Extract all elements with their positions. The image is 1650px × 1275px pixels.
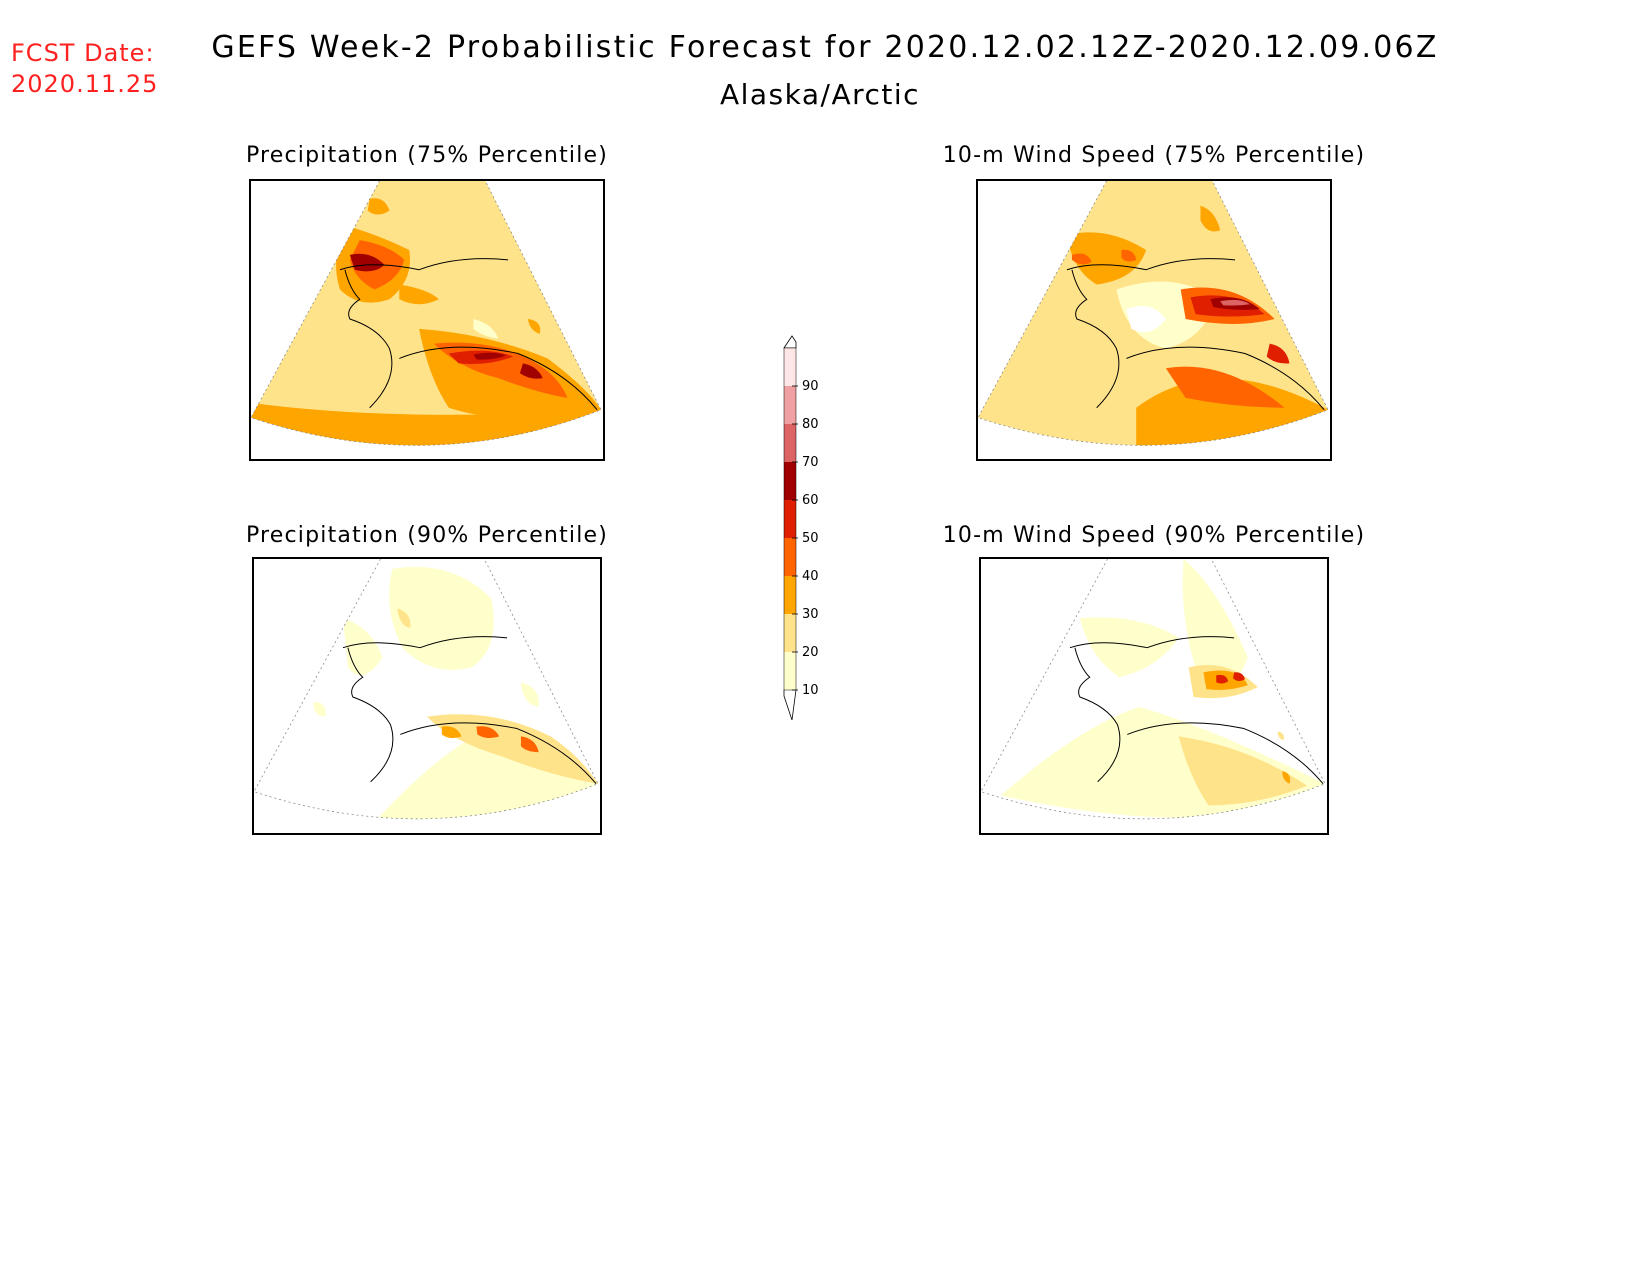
colorbar-tick-label: 50 xyxy=(802,531,819,546)
colorbar-tick-label: 10 xyxy=(802,683,819,698)
colorbar-tick-label: 60 xyxy=(802,493,819,508)
colorbar-top-cap xyxy=(783,335,797,349)
colorbar-tick-label: 20 xyxy=(802,645,819,660)
fcst-date-caption: FCST Date: xyxy=(11,39,155,67)
colorbar-legend: 10 20 30 40 50 60 70 80 90 xyxy=(780,330,860,750)
map-wind-75 xyxy=(976,179,1332,461)
colorbar-tick-label: 40 xyxy=(802,569,819,584)
colorbar-tick-label: 70 xyxy=(802,455,819,470)
colorbar-swatch xyxy=(784,652,796,690)
colorbar-swatch xyxy=(784,386,796,424)
page-title: GEFS Week-2 Probabilistic Forecast for 2… xyxy=(211,30,1439,65)
fcst-date-value: 2020.11.25 xyxy=(11,70,159,98)
colorbar-swatch xyxy=(784,538,796,576)
colorbar-bottom-cap xyxy=(783,689,797,721)
colorbar-tick-label: 90 xyxy=(802,379,819,394)
colorbar-swatch xyxy=(784,424,796,462)
region-subtitle: Alaska/Arctic xyxy=(719,78,921,111)
map-wind-90-svg xyxy=(981,559,1326,820)
map-precip-90 xyxy=(252,557,602,835)
colorbar-tick-label: 30 xyxy=(802,607,819,622)
panel-title-precip-75: Precipitation (75% Percentile) xyxy=(245,143,609,168)
forecast-date-label: FCST Date: 2020.11.25 xyxy=(11,38,158,100)
panel-title-wind-90: 10-m Wind Speed (90% Percentile) xyxy=(942,523,1366,548)
colorbar-swatch xyxy=(784,576,796,614)
map-wind-90 xyxy=(979,557,1329,835)
map-precip-90-svg xyxy=(254,559,599,820)
colorbar-swatch xyxy=(784,614,796,652)
colorbar-frame xyxy=(783,347,797,691)
map-precip-75-svg xyxy=(251,181,602,446)
colorbar-svg: 10 20 30 40 50 60 70 80 90 xyxy=(783,335,819,721)
panel-title-precip-90: Precipitation (90% Percentile) xyxy=(245,523,609,548)
colorbar-tick-label: 80 xyxy=(802,417,819,432)
colorbar-swatch xyxy=(784,500,796,538)
colorbar-swatch xyxy=(784,348,796,386)
panel-title-wind-75: 10-m Wind Speed (75% Percentile) xyxy=(942,143,1366,168)
map-wind-75-svg xyxy=(978,181,1329,446)
map-precip-75 xyxy=(249,179,605,461)
colorbar-swatch xyxy=(784,462,796,500)
